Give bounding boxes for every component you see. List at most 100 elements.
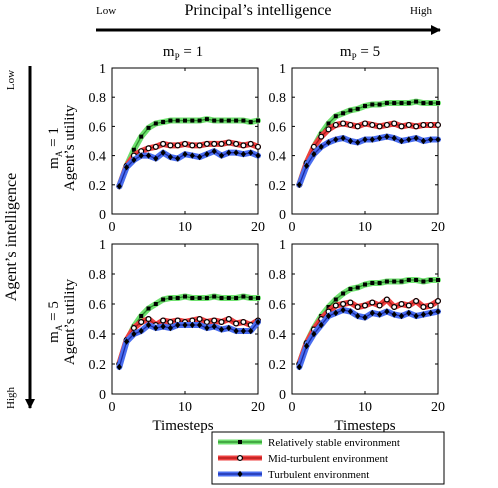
legend-marker (238, 440, 242, 444)
y-tick-label: 0 (279, 208, 286, 223)
data-point (154, 121, 158, 125)
x-tick-label: 0 (109, 400, 116, 415)
legend: Relatively stable environmentMid-turbule… (212, 432, 444, 484)
data-point (341, 111, 345, 115)
data-point (249, 296, 253, 300)
data-point (428, 123, 433, 128)
data-point (355, 305, 360, 310)
x-tick-label: 20 (251, 220, 265, 235)
legend-marker (238, 456, 243, 461)
row-1-ylabel: Agent’s utility (62, 104, 78, 191)
data-point (176, 119, 180, 123)
y-tick-label: 0.6 (89, 298, 107, 313)
y-tick-label: 0 (279, 388, 286, 403)
data-point (139, 314, 143, 318)
data-point (220, 296, 224, 300)
data-point (161, 318, 166, 323)
data-point (168, 320, 173, 325)
column-label-2: mP = 5 (340, 44, 380, 62)
data-point (348, 300, 353, 305)
data-point (377, 124, 382, 129)
data-point (183, 295, 187, 299)
y-tick-label: 1 (99, 238, 106, 253)
y-tick-label: 0.2 (89, 358, 107, 373)
row-2-ylabel: Agent’s utility (62, 278, 78, 365)
data-point (212, 295, 216, 299)
data-point (226, 317, 231, 322)
data-point (378, 103, 382, 107)
data-point (421, 123, 426, 128)
data-point (132, 326, 137, 331)
data-point (197, 317, 202, 322)
y-tick-label: 1 (279, 62, 286, 77)
data-point (139, 135, 143, 139)
data-point (319, 134, 324, 139)
y-tick-label: 0.4 (269, 328, 287, 343)
data-point (212, 142, 217, 147)
data-point (385, 123, 390, 128)
data-point (370, 123, 375, 128)
data-point (161, 298, 165, 302)
data-point (363, 283, 367, 287)
data-point (175, 143, 180, 148)
data-point (161, 142, 166, 147)
data-point (161, 120, 165, 124)
y-tick-label: 0.6 (89, 120, 107, 135)
legend-label: Relatively stable environment (268, 437, 400, 449)
data-point (227, 296, 231, 300)
data-point (428, 303, 433, 308)
y-tick-label: 0.2 (269, 179, 287, 194)
y-tick-label: 0.6 (269, 120, 287, 135)
y-tick-label: 0 (99, 388, 106, 403)
data-point (234, 296, 238, 300)
y-tick-label: 0.6 (269, 298, 287, 313)
y-tick-label: 0.8 (269, 91, 287, 106)
data-point (132, 148, 136, 152)
x-tick-label: 0 (289, 400, 296, 415)
data-point (399, 124, 404, 129)
data-point (168, 296, 172, 300)
column-label-1: mP = 1 (163, 44, 203, 62)
y-tick-label: 0.8 (269, 268, 287, 283)
y-tick-label: 0.2 (269, 358, 287, 373)
data-point (190, 143, 195, 148)
data-point (241, 320, 246, 325)
data-point (183, 142, 188, 147)
data-point (436, 123, 441, 128)
principal-high-label: High (410, 5, 433, 17)
data-point (154, 302, 158, 306)
y-tick-label: 0.2 (89, 179, 107, 194)
y-tick-label: 0.8 (89, 268, 107, 283)
data-point (334, 114, 338, 118)
data-point (326, 127, 331, 132)
data-point (436, 299, 441, 304)
x-tick-label: 0 (289, 220, 296, 235)
agent-low-label: Low (5, 70, 17, 90)
x-tick-label: 20 (431, 220, 445, 235)
data-point (356, 286, 360, 290)
x-tick-label: 10 (358, 400, 372, 415)
row-label-2: mA = 5 Agent’s utility (46, 278, 78, 365)
data-point (241, 143, 246, 148)
y-tick-label: 0.4 (89, 328, 107, 343)
legend-label: Turbulent environment (268, 469, 369, 481)
data-point (190, 296, 194, 300)
x-tick-label: 10 (358, 220, 372, 235)
data-point (429, 101, 433, 105)
data-point (385, 297, 390, 302)
principal-low-label: Low (96, 5, 116, 17)
data-point (198, 119, 202, 123)
data-point (341, 292, 345, 296)
data-point (341, 121, 346, 126)
panel-bottom-right: 00.20.40.60.810 10 20 (269, 238, 446, 415)
data-point (333, 123, 338, 128)
data-point (234, 119, 238, 123)
y-tick-label: 0 (99, 208, 106, 223)
data-point (219, 142, 224, 147)
data-point (227, 119, 231, 123)
data-point (234, 321, 239, 326)
agent-high-label: High (5, 387, 17, 410)
data-point (392, 280, 396, 284)
data-point (334, 298, 338, 302)
